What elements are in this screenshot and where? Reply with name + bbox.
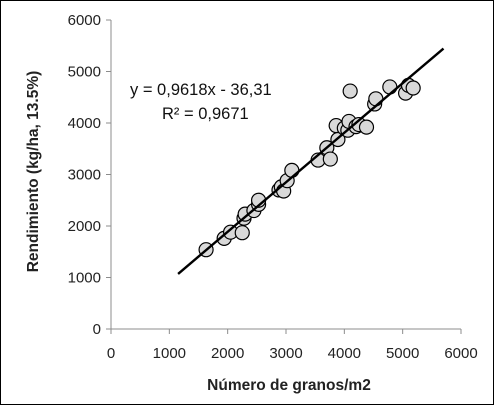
- y-tick-label: 6000: [68, 12, 101, 29]
- y-tick-label: 3000: [68, 167, 101, 184]
- data-point: [368, 91, 384, 107]
- x-tick-label: 3000: [269, 345, 302, 362]
- y-tick-label: 1000: [68, 270, 101, 287]
- data-point: [322, 151, 338, 167]
- tick-marks: [106, 19, 462, 334]
- x-tick-label: 1000: [153, 345, 186, 362]
- y-axis-title: Rendimiento (kg/ha, 13.5%): [25, 71, 42, 273]
- data-point: [284, 162, 300, 178]
- y-tick-label: 2000: [68, 218, 101, 235]
- trendline-equation: y = 0,9618x - 36,31: [130, 81, 272, 99]
- x-axis-title: Número de granos/m2: [207, 377, 371, 394]
- x-tick-label: 2000: [211, 345, 244, 362]
- data-point: [405, 80, 421, 96]
- y-tick-label: 4000: [68, 115, 101, 132]
- x-tick-label: 4000: [328, 345, 361, 362]
- tick-labels: 0 1000 2000 3000 4000 5000 6000 0 1000 2000 3000 40…: [68, 12, 478, 362]
- data-point: [358, 119, 375, 135]
- x-tick-label: 6000: [444, 345, 477, 362]
- data-point: [234, 225, 250, 241]
- x-tick-label: 5000: [386, 345, 419, 362]
- y-tick-label: 5000: [68, 64, 101, 81]
- x-tick-label: 0: [107, 345, 115, 362]
- r-squared-label: R² = 0,9671: [162, 105, 249, 123]
- data-point: [342, 83, 358, 99]
- trendline: [177, 47, 445, 275]
- y-tick-label: 0: [93, 321, 101, 338]
- data-point: [382, 79, 398, 95]
